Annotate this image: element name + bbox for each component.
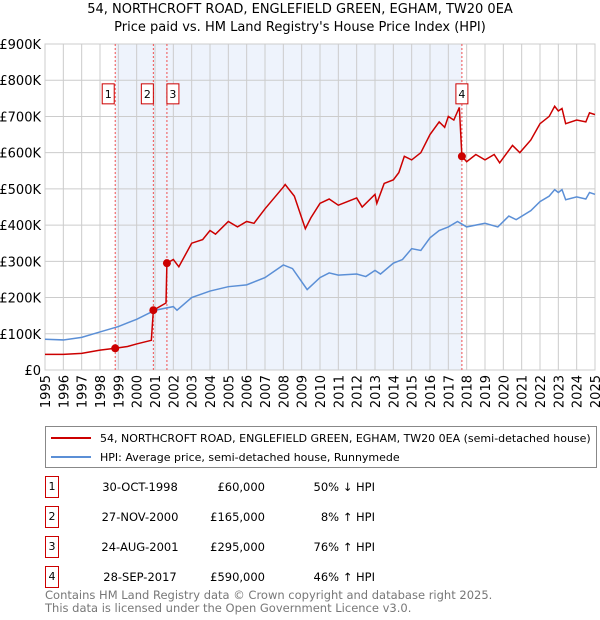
- x-tick-label: 2012: [351, 375, 366, 408]
- legend-label: HPI: Average price, semi-detached house,…: [100, 450, 400, 464]
- blue-line-swatch: [51, 456, 91, 458]
- sale-label-box: [140, 83, 154, 105]
- x-tick-label: 2003: [186, 375, 201, 408]
- sale-label: 2: [144, 88, 151, 101]
- x-tick-label: 2004: [204, 375, 219, 408]
- sale-label-box: [166, 83, 180, 105]
- sale-marker-box: 3: [45, 536, 59, 558]
- legend-item-hpi: HPI: Average price, semi-detached house,…: [51, 449, 400, 465]
- legend: 54, NORTHCROFT ROAD, ENGLEFIELD GREEN, E…: [45, 426, 597, 468]
- x-tick-label: 2021: [516, 375, 531, 408]
- y-tick-label: £200K: [0, 292, 41, 307]
- sale-price: £165,000: [210, 510, 265, 524]
- sale-hpi-diff: 76% ↑ HPI: [313, 540, 375, 554]
- x-tick-label: 1996: [57, 375, 72, 408]
- x-tick-label: 2016: [424, 375, 439, 408]
- x-tick-label: 2001: [149, 375, 164, 408]
- y-tick-label: £800K: [0, 74, 41, 89]
- y-tick-label: £600K: [0, 147, 41, 162]
- sale-date: 24-AUG-2001: [101, 540, 179, 554]
- y-tick-label: £900K: [0, 38, 41, 53]
- sale-date: 30-OCT-1998: [102, 480, 178, 494]
- y-tick-label: £700K: [0, 110, 41, 125]
- hpi-line: [44, 188, 596, 341]
- footer-copyright: Contains HM Land Registry data © Crown c…: [45, 588, 493, 602]
- price-paid-line: [45, 104, 596, 356]
- x-tick-label: 2015: [406, 375, 421, 408]
- x-tick-label: 2014: [387, 375, 402, 408]
- sale-marker-box: 2: [45, 506, 59, 528]
- x-tick-label: 2018: [461, 375, 476, 408]
- sale-label-box: [455, 83, 469, 105]
- x-tick-label: 2009: [296, 375, 311, 408]
- x-tick-label: 2024: [571, 375, 586, 408]
- x-tick-label: 1998: [94, 375, 109, 408]
- x-tick-label: 2023: [552, 375, 567, 408]
- legend-item-property: 54, NORTHCROFT ROAD, ENGLEFIELD GREEN, E…: [51, 430, 591, 446]
- sale-hpi-diff: 46% ↑ HPI: [313, 570, 375, 584]
- sale-point: [457, 152, 466, 161]
- sale-point: [111, 344, 120, 353]
- x-tick-label: 1995: [39, 375, 54, 408]
- y-tick-label: £400K: [0, 219, 41, 234]
- x-tick-label: 2010: [314, 375, 329, 408]
- sale-point: [162, 259, 171, 268]
- legend-label: 54, NORTHCROFT ROAD, ENGLEFIELD GREEN, E…: [100, 431, 591, 445]
- red-line-swatch: [51, 437, 91, 439]
- sale-label: 3: [169, 88, 176, 101]
- x-tick-label: 2008: [277, 375, 292, 408]
- x-tick-label: 2017: [442, 375, 457, 408]
- x-tick-label: 1999: [112, 375, 127, 408]
- y-tick-label: £0: [24, 364, 41, 379]
- y-tick-label: £500K: [0, 183, 41, 198]
- x-tick-label: 2007: [259, 375, 274, 408]
- sale-price: £590,000: [210, 570, 265, 584]
- sale-price: £295,000: [210, 540, 265, 554]
- footer-licence: This data is licensed under the Open Gov…: [45, 601, 412, 615]
- x-tick-label: 2019: [479, 375, 494, 408]
- x-tick-label: 2022: [534, 375, 549, 408]
- sale-marker-box: 4: [45, 566, 59, 588]
- y-tick-label: £300K: [0, 255, 41, 270]
- x-tick-label: 2025: [589, 375, 600, 408]
- sale-date: 28-SEP-2017: [103, 570, 177, 584]
- x-tick-label: 2002: [167, 375, 182, 408]
- chart-subtitle: Price paid vs. HM Land Registry's House …: [114, 20, 486, 35]
- sale-price: £60,000: [217, 480, 265, 494]
- x-tick-label: 1997: [76, 375, 91, 408]
- x-tick-label: 2020: [497, 375, 512, 408]
- sale-label: 4: [458, 88, 465, 101]
- sale-marker-box: 1: [45, 476, 59, 498]
- chart-title: 54, NORTHCROFT ROAD, ENGLEFIELD GREEN, E…: [87, 2, 513, 17]
- sale-label-box: [101, 83, 115, 105]
- plot-border: [44, 43, 596, 371]
- sale-hpi-diff: 8% ↑ HPI: [320, 510, 375, 524]
- chart: £0 £100K £200K £300K £400K £500K £600K £700K £80…: [0, 38, 600, 408]
- x-tick-label: 2013: [369, 375, 384, 408]
- x-tick-label: 2005: [222, 375, 237, 408]
- sale-date: 27-NOV-2000: [101, 510, 179, 524]
- y-tick-label: £100K: [0, 328, 41, 343]
- sale-point: [149, 306, 158, 315]
- x-tick-label: 2000: [131, 375, 146, 408]
- sale-hpi-diff: 50% ↓ HPI: [313, 480, 375, 494]
- x-tick-label: 2006: [241, 375, 256, 408]
- x-tick-label: 2011: [332, 375, 347, 408]
- sale-label: 1: [105, 88, 112, 101]
